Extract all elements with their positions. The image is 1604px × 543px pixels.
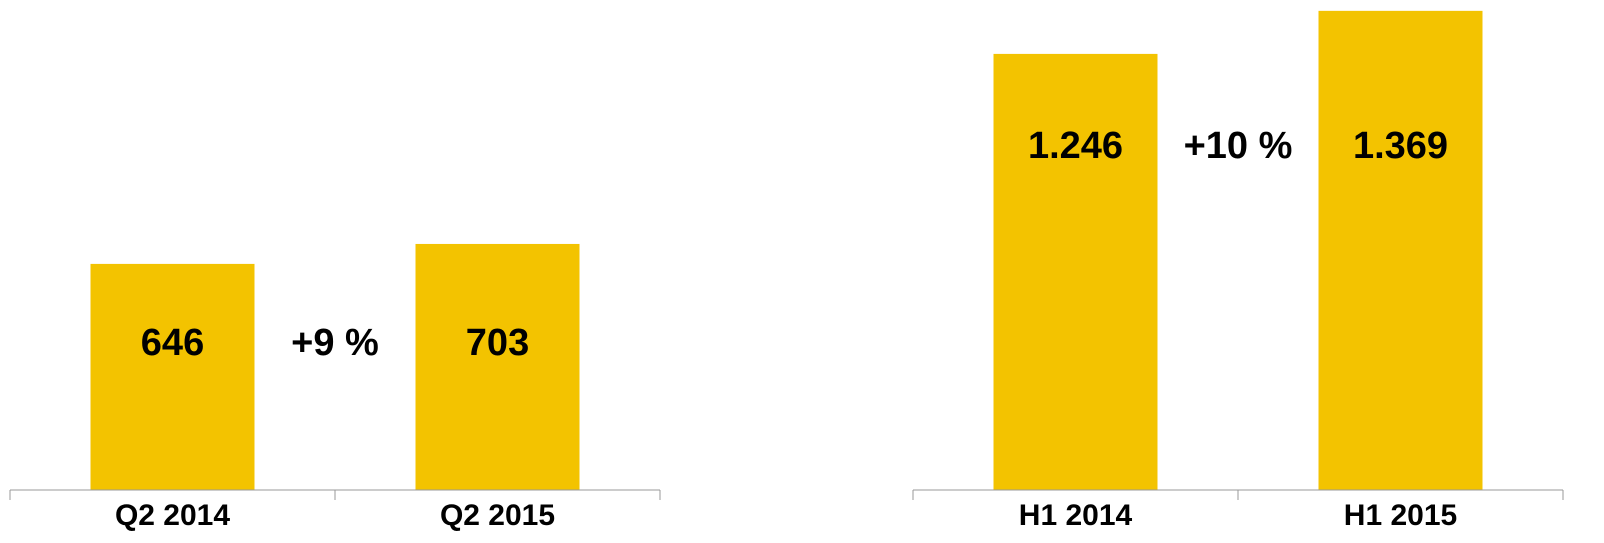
value-label: 1.369 [1353, 125, 1448, 167]
annotation: +10 % [1184, 125, 1293, 167]
value-label: 703 [466, 322, 529, 364]
annotation: +9 % [291, 322, 379, 364]
x-tick-label: H1 2014 [1019, 499, 1133, 532]
bar [90, 263, 255, 490]
x-tick-label: Q2 2014 [115, 499, 230, 532]
bar [415, 243, 580, 490]
x-tick-label: H1 2015 [1344, 499, 1457, 532]
bar [1318, 10, 1483, 490]
value-label: 646 [141, 322, 204, 364]
bar [993, 53, 1158, 491]
value-label: 1.246 [1028, 125, 1123, 167]
x-tick-label: Q2 2015 [440, 499, 555, 532]
